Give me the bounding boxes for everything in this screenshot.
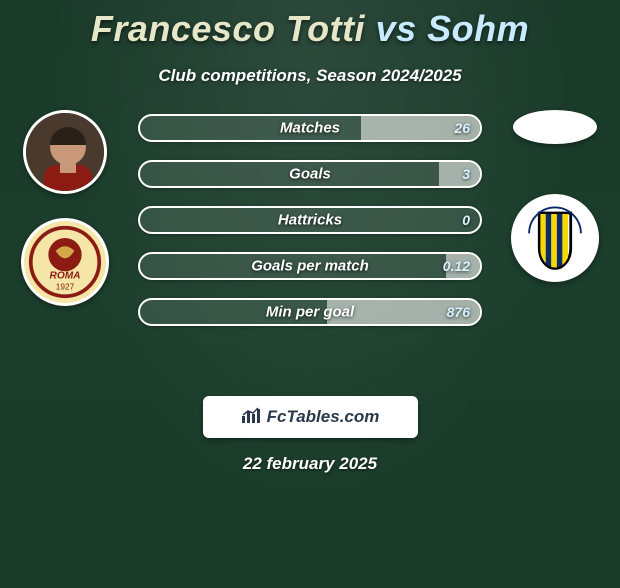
stat-value-right: 876 <box>447 304 470 320</box>
title-player1: Francesco Totti <box>91 8 365 49</box>
stats-table: Matches 26 Goals 3 Hattricks 0 Goals per match… <box>138 114 482 326</box>
chart-icon <box>241 406 261 429</box>
title-vs: vs <box>376 8 417 49</box>
site-badge: FcTables.com <box>203 396 418 438</box>
stat-row: Matches 26 <box>138 114 482 142</box>
stat-label: Min per goal <box>266 304 354 321</box>
page-title: Francesco Totti vs Sohm <box>0 8 620 50</box>
stat-row: Min per goal 876 <box>138 298 482 326</box>
stat-label: Goals per match <box>251 258 369 275</box>
stat-row: Goals per match 0.12 <box>138 252 482 280</box>
stat-label: Matches <box>280 120 340 137</box>
stat-label: Hattricks <box>278 212 342 229</box>
svg-text:1927: 1927 <box>56 282 75 292</box>
player-avatar-left <box>23 110 107 194</box>
player-avatar-right-empty <box>513 110 597 144</box>
stat-label: Goals <box>289 166 331 183</box>
club-badge-right <box>511 194 599 282</box>
stat-value-right: 0 <box>462 212 470 228</box>
comparison-layout: ROMA 1927 Matches26Goals3Hatt <box>0 114 620 374</box>
title-player2: Sohm <box>427 8 529 49</box>
svg-text:ROMA: ROMA <box>49 271 80 282</box>
right-player-column <box>500 110 610 282</box>
date-line: 22 february 2025 <box>0 454 620 474</box>
stat-row: Goals 3 <box>138 160 482 188</box>
left-player-column: ROMA 1927 <box>10 110 120 306</box>
stat-value-right: 0.12 <box>443 258 470 274</box>
stat-value-right: 3 <box>462 166 470 182</box>
stat-fill-right <box>439 162 480 186</box>
club-badge-left: ROMA 1927 <box>21 218 109 306</box>
subtitle: Club competitions, Season 2024/2025 <box>0 66 620 86</box>
stat-value-right: 26 <box>454 120 470 136</box>
site-label: FcTables.com <box>267 407 380 427</box>
stat-row: Hattricks 0 <box>138 206 482 234</box>
